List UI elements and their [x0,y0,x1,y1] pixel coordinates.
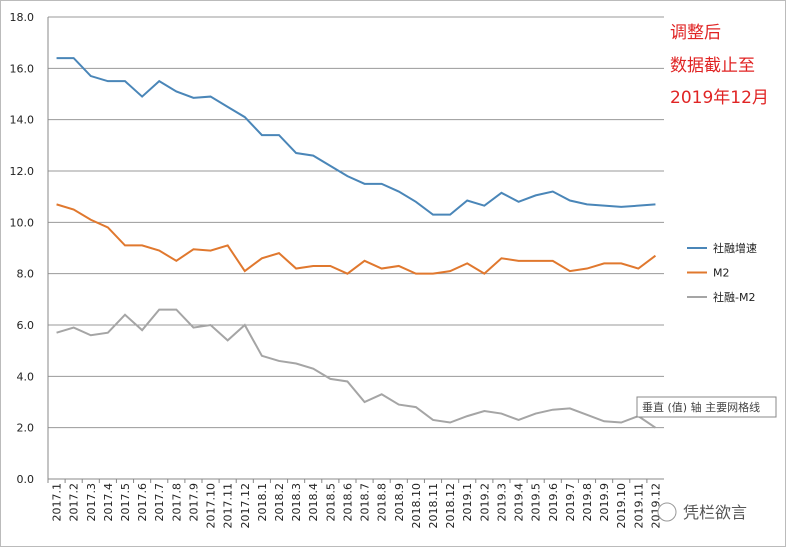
x-tick-label: 2017.5 [119,483,132,522]
x-tick-label: 2019.6 [547,483,560,522]
x-tick-label: 2017.1 [51,483,64,522]
y-tick-label: 14.0 [10,114,35,127]
y-tick-label: 12.0 [10,165,35,178]
x-tick-label: 2018.3 [290,483,303,522]
x-tick-label: 2019.10 [615,483,628,529]
x-tick-label: 2017.2 [68,483,81,522]
x-tick-label: 2018.2 [273,483,286,522]
x-tick-label: 2017.6 [136,483,149,522]
y-tick-label: 0.0 [17,473,35,486]
tooltip-box [636,396,777,418]
x-tick-label: 2018.9 [393,483,406,522]
x-tick-label: 2018.11 [427,483,440,529]
tooltip: 垂直 (值) 轴 主要网格线 [636,396,777,418]
x-tick-label: 2017.11 [222,483,235,529]
legend-label: 社融-M2 [713,290,755,304]
x-tick-label: 2018.12 [444,483,457,529]
annotation: 2019年12月 [670,88,769,108]
x-tick-label: 2019.9 [598,483,611,522]
x-tick-label: 2019.5 [530,483,543,522]
y-tick-label: 6.0 [17,319,35,332]
y-tick-label: 2.0 [17,422,35,435]
x-tick-label: 2019.1 [461,483,474,522]
annotation: 调整后 [670,23,721,43]
series-line [56,308,657,429]
x-tick-label: 2017.3 [85,483,98,522]
y-tick-label: 4.0 [17,370,35,383]
x-tick-label: 2017.8 [170,483,183,522]
x-tick-label: 2018.7 [359,483,372,522]
x-tick-label: 2019.2 [478,483,491,521]
annotation: 数据截止至 [670,56,755,76]
x-tick-label: 2018.4 [307,483,320,522]
x-tick-label: 2017.10 [205,483,218,529]
y-tick-label: 16.0 [10,62,35,75]
x-tick-label: 2018.6 [341,483,354,522]
x-tick-label: 2017.9 [187,483,200,522]
x-tick-label: 2018.1 [256,483,269,522]
x-tick-label: 2017.12 [239,483,252,529]
x-tick-label: 2018.5 [324,483,337,522]
x-tick-label: 2017.7 [153,483,166,522]
x-tick-label: 2019.7 [564,483,577,522]
x-tick-label: 2018.10 [410,483,423,529]
watermark-text: 凭栏欲言 [683,503,747,522]
series-line [56,57,656,216]
x-tick-label: 2019.11 [632,483,645,529]
watermark: 凭栏欲言 [657,502,747,522]
y-tick-label: 8.0 [17,268,35,281]
x-tick-label: 2019.4 [513,483,526,522]
y-tick-label: 18.0 [10,11,35,24]
x-tick-label: 2019.8 [581,483,594,522]
legend-label: 社融增速 [713,241,757,255]
legend-label: M2 [713,267,730,280]
tooltip-text: 垂直 (值) 轴 主要网格线 [642,400,760,414]
x-tick-label: 2018.8 [376,483,389,522]
y-tick-label: 10.0 [10,216,35,229]
series-line [56,203,657,275]
watermark-icon [657,502,677,522]
x-tick-label: 2017.4 [102,483,115,522]
x-tick-label: 2019.3 [495,483,508,522]
